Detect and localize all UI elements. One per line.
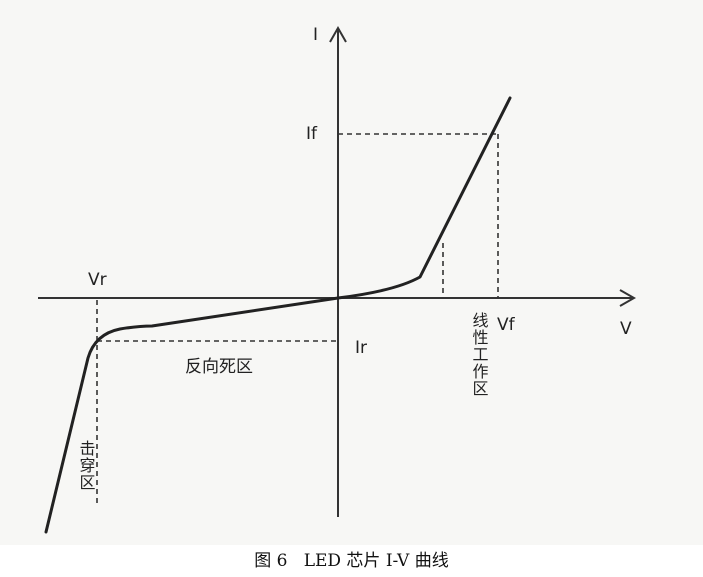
- vf-label: Vf: [497, 315, 516, 335]
- figure-caption: 图 6 LED 芯片 I-V 曲线: [0, 548, 703, 574]
- reverse-dead-zone-label: 反向死区: [185, 357, 253, 377]
- iv-curve-diagram: I V If Vf Vr Ir 反向死区 线性工作区 击穿区: [38, 25, 637, 534]
- caption-number: 图 6: [254, 551, 288, 571]
- caption-text: LED 芯片 I-V 曲线: [303, 551, 449, 571]
- figure-panel: I V If Vf Vr Ir 反向死区 线性工作区 击穿区: [38, 25, 637, 534]
- if-label: If: [306, 124, 318, 144]
- ir-label: Ir: [355, 338, 367, 358]
- x-axis-arrow: [619, 289, 637, 307]
- y-axis-label: I: [313, 25, 318, 45]
- iv-curve: [44, 96, 512, 534]
- breakdown-zone-label: 击穿区: [77, 440, 96, 491]
- y-axis-arrow: [329, 25, 347, 43]
- vr-label: Vr: [88, 270, 107, 290]
- x-axis-label: V: [620, 319, 632, 339]
- linear-work-zone-label: 线性工作区: [470, 312, 489, 397]
